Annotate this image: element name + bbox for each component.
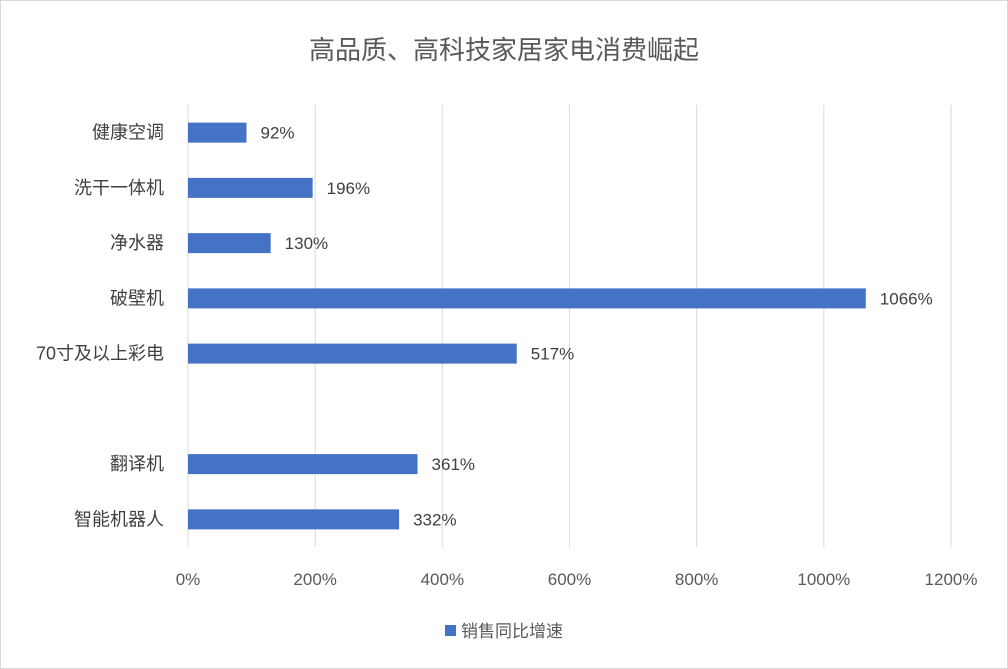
- category-label: 破壁机: [110, 288, 164, 308]
- data-label: 130%: [285, 234, 328, 253]
- data-label: 92%: [260, 124, 294, 143]
- gridlines: [187, 105, 952, 547]
- category-label: 翻译机: [110, 454, 164, 474]
- x-tick-label: 800%: [675, 570, 718, 589]
- legend-swatch: [445, 625, 456, 636]
- x-tick-label: 0%: [176, 570, 201, 589]
- category-label: 70寸及以上彩电: [36, 344, 164, 364]
- data-label: 196%: [327, 179, 370, 198]
- bars: [188, 122, 866, 530]
- data-labels: 92% 196% 130% 1066% 517% 361% 332%: [260, 124, 932, 530]
- bar[interactable]: [188, 343, 517, 364]
- bar[interactable]: [188, 509, 400, 530]
- x-tick-label: 1000%: [797, 570, 850, 589]
- bar[interactable]: [188, 454, 418, 475]
- bar[interactable]: [188, 122, 247, 143]
- data-label: 361%: [432, 455, 475, 474]
- data-label: 332%: [413, 510, 456, 529]
- x-tick-label: 400%: [421, 570, 464, 589]
- legend-label: 销售同比增速: [461, 622, 563, 641]
- chart-title: 高品质、高科技家居家电消费崛起: [309, 35, 699, 65]
- category-label: 智能机器人: [74, 509, 164, 529]
- category-label: 洗干一体机: [74, 178, 164, 198]
- x-tick-label: 600%: [548, 570, 591, 589]
- x-axis-ticks: 0% 200% 400% 600% 800% 1000% 1200%: [176, 570, 978, 589]
- bar[interactable]: [188, 177, 313, 198]
- data-label: 517%: [531, 345, 574, 364]
- bar[interactable]: [188, 288, 866, 309]
- data-label: 1066%: [880, 289, 933, 308]
- legend[interactable]: 销售同比增速: [445, 622, 563, 641]
- x-tick-label: 1200%: [925, 570, 978, 589]
- bar[interactable]: [188, 233, 271, 254]
- category-label: 净水器: [110, 233, 164, 253]
- x-tick-label: 200%: [293, 570, 336, 589]
- category-label: 健康空调: [92, 123, 164, 143]
